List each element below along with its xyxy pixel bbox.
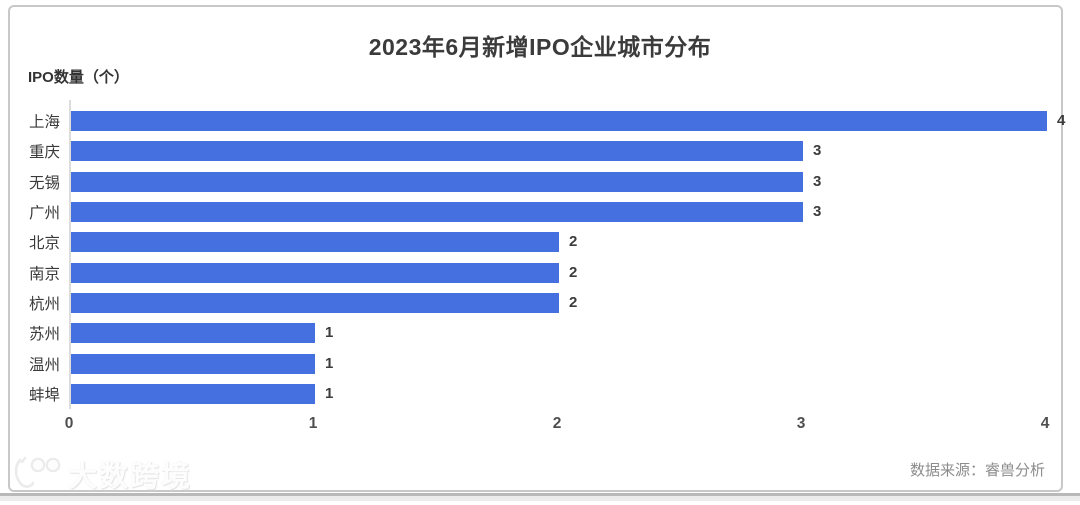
bar-track: 2 xyxy=(70,292,1070,313)
bar xyxy=(71,171,803,192)
bar-value-label: 1 xyxy=(325,384,334,402)
bar xyxy=(71,323,315,344)
bar-track: 2 xyxy=(70,262,1070,283)
bar-row: 苏州 1 xyxy=(0,318,1070,348)
y-axis-title: IPO数量（个） xyxy=(28,69,129,86)
bar xyxy=(71,262,559,283)
bar-row: 无锡 3 xyxy=(0,167,1070,197)
bar-track: 2 xyxy=(70,232,1070,253)
bar-row: 南京 2 xyxy=(0,257,1070,287)
bar-track: 1 xyxy=(70,323,1070,344)
x-tick-label: 2 xyxy=(552,415,562,432)
bar-row: 北京 2 xyxy=(0,227,1070,257)
bar-track: 3 xyxy=(70,171,1070,192)
bar xyxy=(71,141,803,162)
bar-value-label: 2 xyxy=(569,233,578,251)
bar-value-label: 1 xyxy=(325,324,334,342)
bar-track: 3 xyxy=(70,141,1070,162)
data-source-note: 数据来源：睿兽分析 xyxy=(909,462,1045,479)
bar-row: 温州 1 xyxy=(0,348,1070,378)
bar-row: 重庆 3 xyxy=(0,136,1070,166)
bar-value-label: 1 xyxy=(325,354,334,372)
bar-row: 杭州 2 xyxy=(0,288,1070,318)
bar-row: 上海 4 xyxy=(0,106,1070,136)
bar-value-label: 4 xyxy=(1057,112,1066,130)
bar-value-label: 3 xyxy=(813,172,822,190)
category-label: 温州 xyxy=(28,356,60,374)
category-label: 北京 xyxy=(28,235,60,253)
bar xyxy=(71,111,1047,132)
category-label: 上海 xyxy=(28,114,60,132)
bar-row: 广州 3 xyxy=(0,197,1070,227)
bar xyxy=(71,202,803,223)
bar-track: 3 xyxy=(70,202,1070,223)
category-label: 重庆 xyxy=(28,144,60,162)
bar xyxy=(71,292,559,313)
x-tick-label: 4 xyxy=(1040,415,1050,432)
bar-value-label: 3 xyxy=(813,142,822,160)
bar-rows: 上海 4 重庆 3 无锡 3 广州 3 北京 2 南京 2 杭州 2 苏州 1 温州 1 蚌埠 1 xyxy=(0,106,1070,409)
chart-title: 2023年6月新增IPO企业城市分布 xyxy=(368,34,712,60)
category-label: 杭州 xyxy=(28,295,60,313)
bar-row: 蚌埠 1 xyxy=(0,379,1070,409)
category-label: 广州 xyxy=(28,205,60,223)
category-label: 蚌埠 xyxy=(28,386,60,404)
category-label: 苏州 xyxy=(28,326,60,344)
bottom-divider xyxy=(0,493,1080,496)
bar-track: 1 xyxy=(70,353,1070,374)
bar-track: 1 xyxy=(70,383,1070,404)
bar xyxy=(71,353,315,374)
category-label: 南京 xyxy=(28,265,60,283)
bar-value-label: 2 xyxy=(569,293,578,311)
y-axis-line xyxy=(69,100,71,409)
category-label: 无锡 xyxy=(28,174,60,192)
x-tick-label: 0 xyxy=(64,415,74,432)
x-tick-label: 1 xyxy=(308,415,318,432)
bar-value-label: 3 xyxy=(813,203,822,221)
bar xyxy=(71,383,315,404)
bottom-divider-shadow xyxy=(0,496,1080,501)
bar xyxy=(71,232,559,253)
bar-value-label: 2 xyxy=(569,263,578,281)
bar-track: 4 xyxy=(70,111,1070,132)
x-tick-label: 3 xyxy=(796,415,806,432)
x-axis-ticks: 0 1 2 3 4 xyxy=(0,415,1080,435)
